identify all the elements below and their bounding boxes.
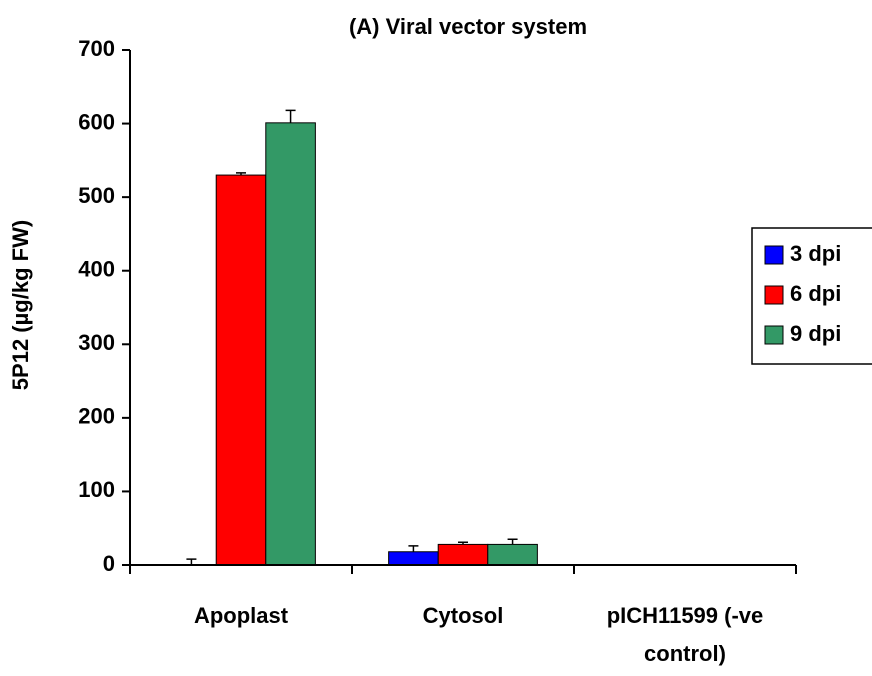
legend-label: 6 dpi bbox=[790, 281, 841, 306]
bar bbox=[265, 122, 316, 566]
y-axis-label: 5P12 (µg/kg FW) bbox=[8, 220, 33, 390]
y-tick-label: 600 bbox=[78, 109, 115, 134]
x-tick-label: Cytosol bbox=[422, 603, 504, 628]
bar bbox=[215, 174, 267, 566]
y-tick-label: 500 bbox=[78, 183, 115, 208]
chart-title: (A) Viral vector system bbox=[349, 14, 587, 39]
y-tick-label: 0 bbox=[103, 551, 115, 576]
y-tick-label: 400 bbox=[78, 257, 115, 282]
y-tick-label: 100 bbox=[78, 477, 115, 502]
legend-label: 3 dpi bbox=[790, 241, 841, 266]
y-tick-label: 300 bbox=[78, 330, 115, 355]
legend-swatch bbox=[764, 285, 784, 305]
bar bbox=[388, 551, 439, 566]
x-tick-label: pICH11599 (-ve control) bbox=[606, 603, 764, 666]
legend-swatch bbox=[764, 325, 784, 345]
error-bar bbox=[507, 538, 518, 545]
error-bar bbox=[458, 541, 468, 545]
legend-swatch bbox=[764, 245, 784, 265]
error-bar bbox=[236, 172, 246, 176]
bar bbox=[437, 543, 489, 566]
y-tick-label: 200 bbox=[78, 404, 115, 429]
x-tick-label: Apoplast bbox=[193, 603, 289, 628]
bar bbox=[487, 543, 538, 566]
error-bar bbox=[408, 545, 419, 552]
error-bar bbox=[285, 109, 296, 123]
y-tick-label: 700 bbox=[78, 36, 115, 61]
legend-label: 9 dpi bbox=[790, 321, 841, 346]
